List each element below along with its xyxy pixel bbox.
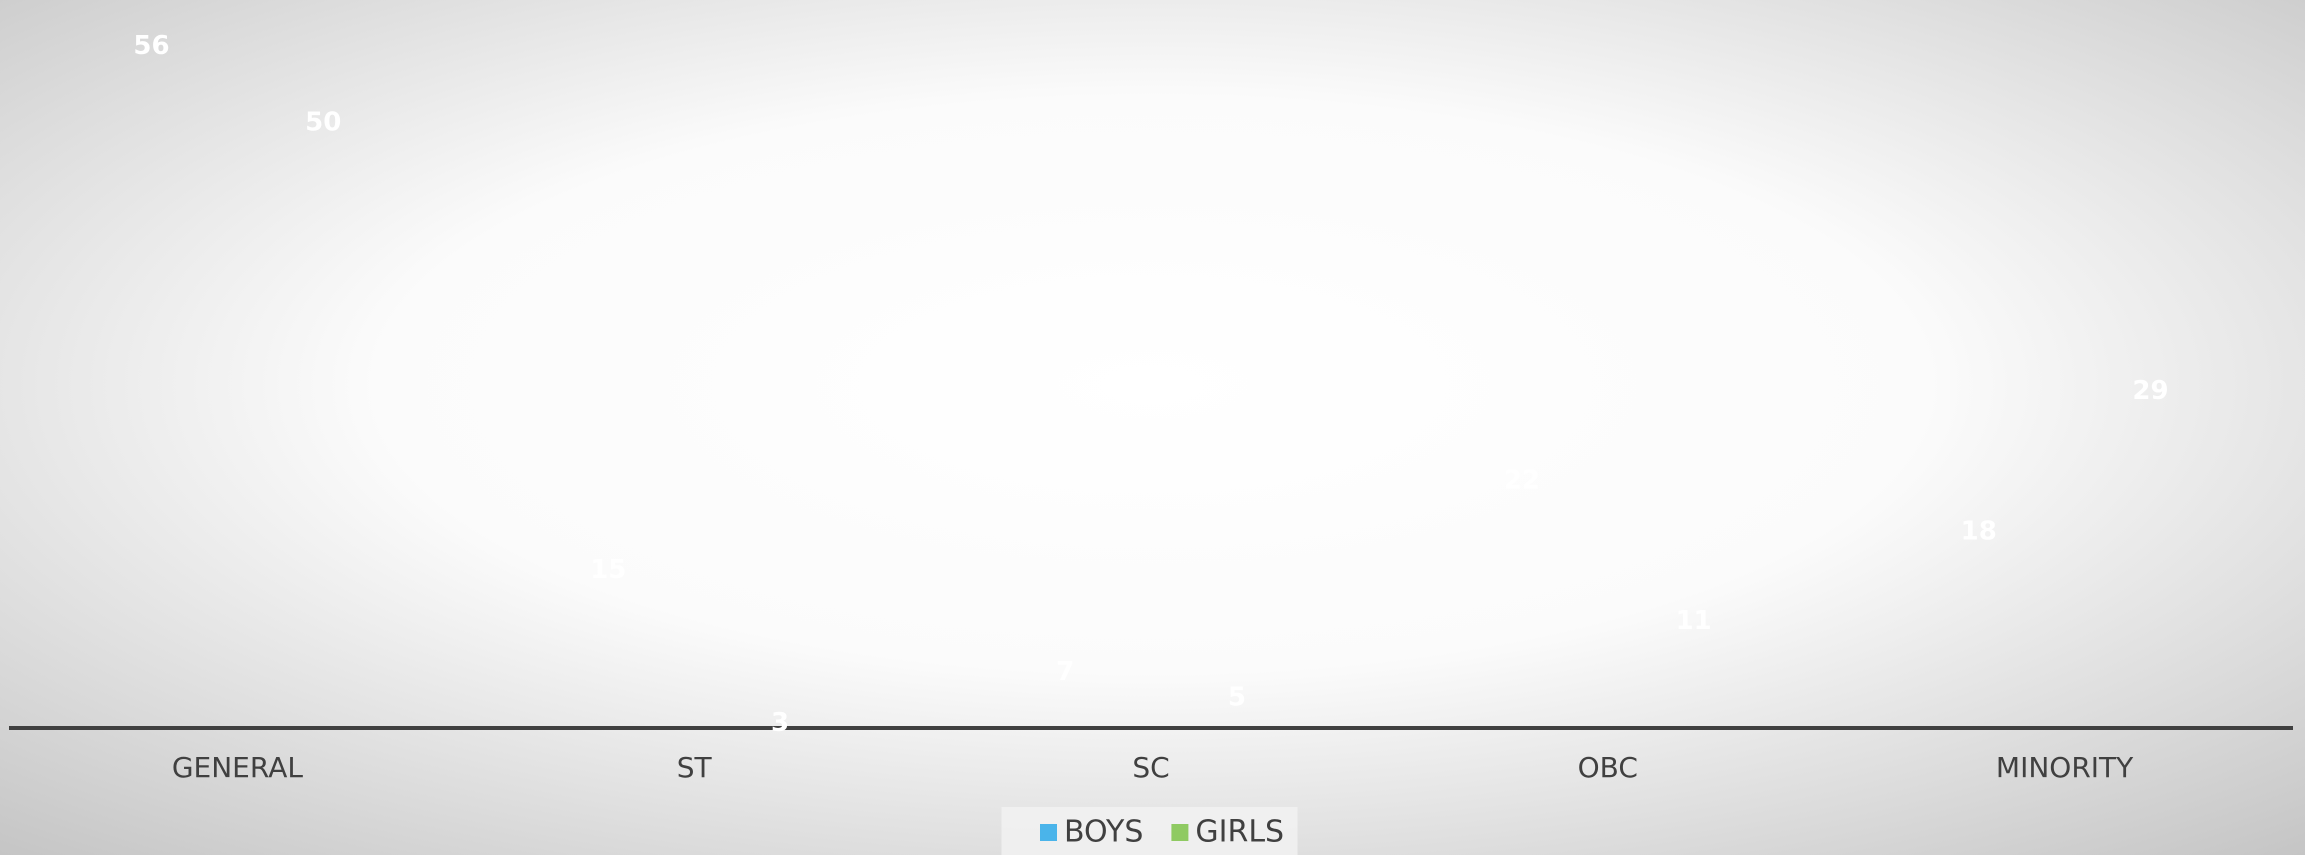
- legend: BOYS GIRLS: [1001, 807, 1298, 855]
- data-label: 18: [1961, 516, 1997, 546]
- legend-swatch: [1040, 824, 1057, 841]
- x-tick-label: OBC: [1578, 751, 1638, 784]
- data-label: 15: [590, 555, 626, 585]
- data-label: 50: [305, 108, 341, 138]
- data-label: 11: [1676, 606, 1712, 636]
- data-label: 22: [1504, 465, 1540, 495]
- labels: GENERAL 56 50 ST 15 3 SC 7 5 OBC 22 11 MINORITY 18 29: [133, 31, 2168, 784]
- x-tick-label: MINORITY: [1996, 751, 2134, 784]
- data-label: 29: [2132, 376, 2168, 406]
- legend-label: GIRLS: [1195, 815, 1284, 850]
- x-tick-label: GENERAL: [172, 751, 304, 784]
- data-label: 56: [133, 31, 169, 61]
- data-label: 5: [1228, 683, 1246, 713]
- x-tick-label: SC: [1132, 751, 1169, 784]
- legend-swatch: [1171, 824, 1189, 841]
- legend-label: BOYS: [1064, 815, 1143, 850]
- x-tick-label: ST: [677, 751, 713, 784]
- data-label: 7: [1056, 657, 1074, 687]
- data-label: 3: [771, 708, 789, 738]
